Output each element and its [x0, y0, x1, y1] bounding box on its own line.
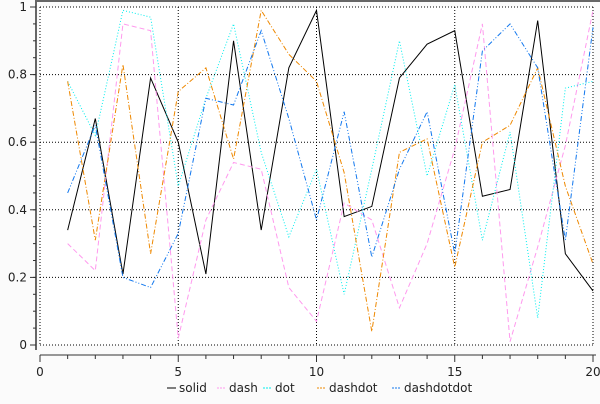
x-tick-label: 0 [36, 365, 44, 379]
y-tick-label: 0 [19, 338, 27, 352]
series-lines [67, 8, 594, 342]
legend-label-dot: dot [275, 381, 295, 395]
grid [39, 6, 594, 346]
y-tick-label: 0.4 [8, 203, 27, 217]
legend-label-solid: solid [179, 381, 207, 395]
series-line-dot [67, 9, 594, 319]
legend-label-dashdot: dashdot [329, 381, 378, 395]
x-tick-label: 20 [585, 365, 600, 379]
y-tick-label: 0.8 [8, 68, 27, 82]
y-tick-label: 0.2 [8, 270, 27, 284]
legend-label-dashdotdot: dashdotdot [404, 381, 472, 395]
series-line-dash [67, 10, 594, 342]
series-line-solid [67, 8, 594, 292]
x-tick-label: 5 [174, 365, 182, 379]
y-tick-label: 0.6 [8, 135, 27, 149]
series-line-dashdotdot [67, 23, 594, 289]
axes: 0 5 10 15 20 0 0.2 0.4 0.6 0.8 1 [8, 0, 600, 379]
x-tick-label: 15 [447, 365, 462, 379]
legend-label-dash: dash [229, 381, 258, 395]
y-tick-label: 1 [19, 0, 27, 14]
x-tick-label: 10 [309, 365, 324, 379]
series-line-dashdot [67, 9, 594, 332]
legend: solid dash dot dashdot dashdotdot [167, 381, 472, 395]
